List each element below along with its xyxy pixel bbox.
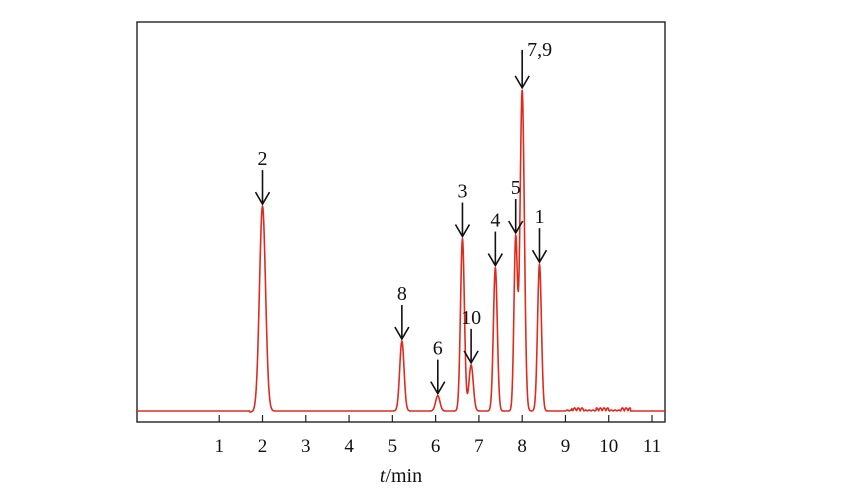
peak-arrow-head xyxy=(394,326,410,341)
x-axis-label: t/min xyxy=(380,465,422,487)
x-tick-label-7: 7 xyxy=(474,436,484,457)
peak-annotation-8: 7,9 xyxy=(514,39,552,90)
peak-label: 4 xyxy=(490,210,500,232)
peak-label: 10 xyxy=(461,307,481,329)
x-tick-label-9: 9 xyxy=(561,436,571,457)
peak-label: 7,9 xyxy=(527,39,552,61)
peak-label: 1 xyxy=(534,206,544,228)
x-axis-ticks xyxy=(218,415,653,422)
x-axis-label-italic: t xyxy=(380,465,386,487)
x-tick-label-1: 1 xyxy=(214,436,224,457)
x-axis-label-unit: /min xyxy=(385,465,422,487)
peak-annotation-2: 8 xyxy=(394,283,410,341)
x-tick-label-2: 2 xyxy=(258,436,268,457)
x-tick-label-11: 11 xyxy=(643,436,661,457)
plot-frame xyxy=(136,21,666,423)
peak-arrow-head xyxy=(463,350,479,365)
peak-label: 3 xyxy=(457,181,467,203)
x-axis-tick-labels: 1 2 3 4 5 6 7 8 9 10 11 xyxy=(214,436,661,457)
peak-arrow-head xyxy=(430,381,446,396)
peak-arrow-head xyxy=(514,75,530,90)
peak-annotation-4: 3 xyxy=(454,181,471,239)
x-tick-label-5: 5 xyxy=(388,436,398,457)
peak-annotations: 2 8 6 3 10 45 7,9 1 xyxy=(254,39,552,396)
chromatogram-trace xyxy=(136,89,666,413)
peak-annotation-9: 1 xyxy=(531,206,548,264)
peak-annotation-1: 2 xyxy=(254,148,271,206)
peak-annotation-3: 6 xyxy=(430,338,446,396)
peak-label: 8 xyxy=(397,283,407,305)
peak-label: 6 xyxy=(433,338,443,360)
peak-arrow-head xyxy=(507,220,524,235)
peak-annotation-5: 10 xyxy=(461,307,481,365)
peak-arrow-head xyxy=(254,191,271,206)
x-tick-label-3: 3 xyxy=(301,436,311,457)
x-tick-label-8: 8 xyxy=(517,436,527,457)
peak-label: 2 xyxy=(258,148,268,170)
peak-label: 5 xyxy=(511,177,521,199)
peak-annotation-6: 4 xyxy=(487,210,504,268)
peak-arrow-head xyxy=(531,249,548,264)
peak-arrow-head xyxy=(454,224,471,239)
x-tick-label-6: 6 xyxy=(431,436,441,457)
x-tick-label-4: 4 xyxy=(344,436,354,457)
x-tick-label-10: 10 xyxy=(599,436,618,457)
peak-annotation-7: 5 xyxy=(507,177,524,235)
peak-arrow-head xyxy=(487,253,504,268)
